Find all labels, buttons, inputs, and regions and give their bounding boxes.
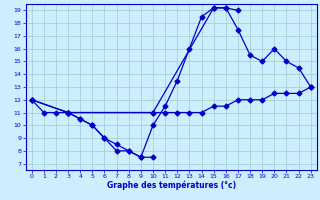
X-axis label: Graphe des températures (°c): Graphe des températures (°c) (107, 181, 236, 190)
